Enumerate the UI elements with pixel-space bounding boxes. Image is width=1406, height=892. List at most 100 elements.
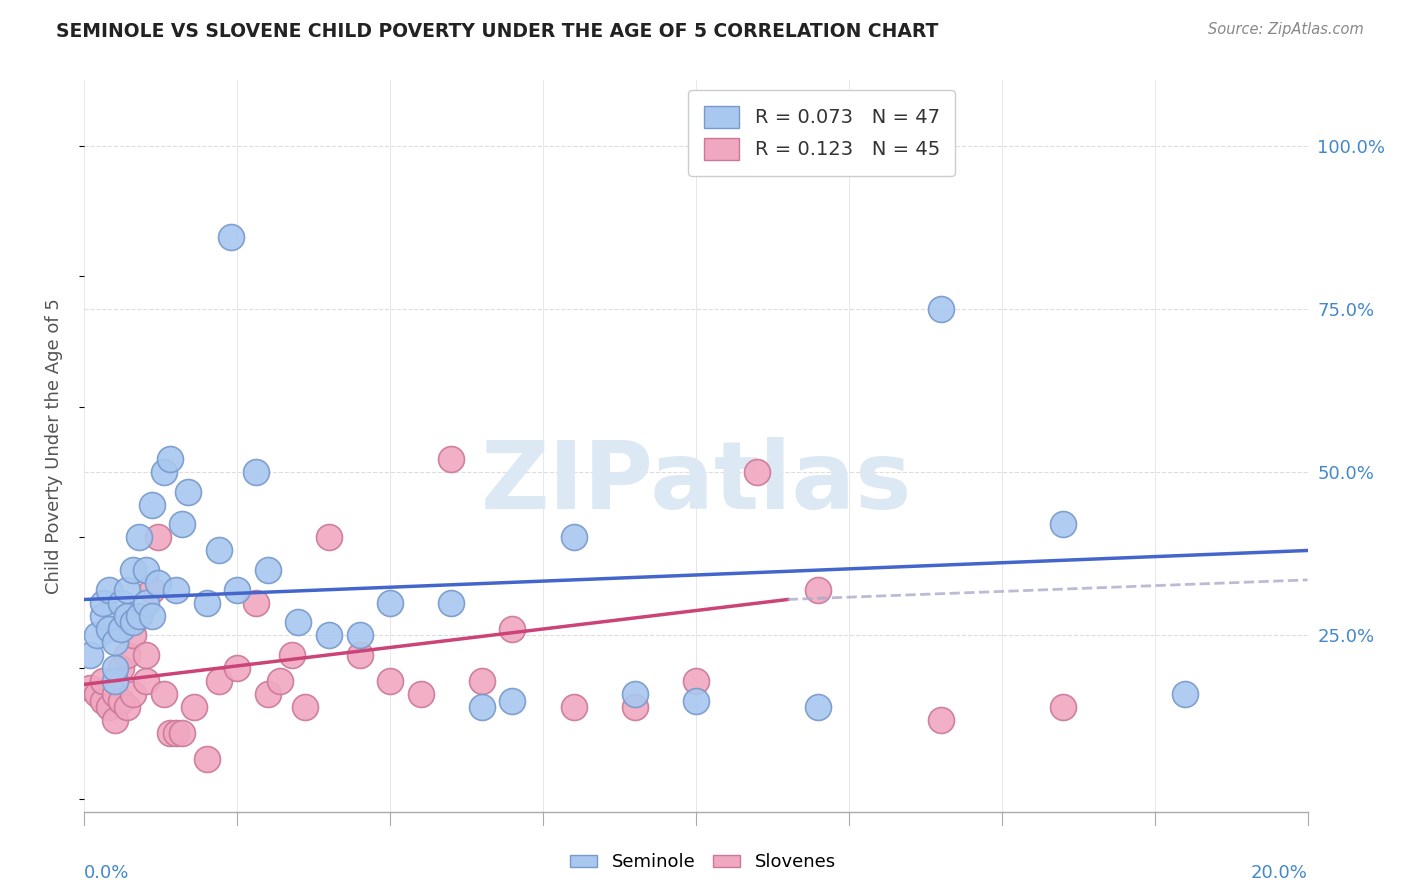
Point [172,517,194,532]
Point [122,628,145,642]
Text: ZIPatlas: ZIPatlas [481,436,911,529]
Point [79,681,101,695]
Point [257,687,280,701]
Point [104,635,127,649]
Point [349,628,371,642]
Point [562,530,585,544]
Point [318,530,340,544]
Point [104,714,127,728]
Point [122,563,145,577]
Point [287,615,309,630]
Point [141,582,163,597]
Point [97,622,120,636]
Point [104,661,127,675]
Point [115,648,138,662]
Point [97,582,120,597]
Point [1052,517,1074,532]
Point [128,608,150,623]
Point [146,576,169,591]
Text: 20.0%: 20.0% [1251,864,1308,882]
Point [159,452,181,467]
Point [110,661,132,675]
Point [104,674,127,689]
Point [177,484,200,499]
Point [929,301,952,316]
Point [91,674,114,689]
Point [195,752,218,766]
Point [141,608,163,623]
Point [135,648,157,662]
Point [141,498,163,512]
Point [135,596,157,610]
Point [208,674,231,689]
Point [624,687,647,701]
Point [440,596,463,610]
Point [128,530,150,544]
Point [172,726,194,740]
Point [380,674,402,689]
Point [122,687,145,701]
Point [195,596,218,610]
Point [128,608,150,623]
Point [219,230,242,244]
Point [110,694,132,708]
Point [135,674,157,689]
Point [807,582,830,597]
Point [86,687,108,701]
Point [153,465,176,479]
Point [165,582,187,597]
Text: Source: ZipAtlas.com: Source: ZipAtlas.com [1208,22,1364,37]
Point [91,596,114,610]
Point [269,674,291,689]
Point [165,726,187,740]
Point [226,661,249,675]
Point [159,726,181,740]
Point [1052,700,1074,714]
Point [257,563,280,577]
Legend: Seminole, Slovenes: Seminole, Slovenes [562,847,844,879]
Point [110,622,132,636]
Point [91,694,114,708]
Point [349,648,371,662]
Point [91,608,114,623]
Point [685,674,707,689]
Point [380,596,402,610]
Text: SEMINOLE VS SLOVENE CHILD POVERTY UNDER THE AGE OF 5 CORRELATION CHART: SEMINOLE VS SLOVENE CHILD POVERTY UNDER … [56,22,939,41]
Point [245,596,267,610]
Point [318,628,340,642]
Point [685,694,707,708]
Point [502,622,524,636]
Point [929,714,952,728]
Point [409,687,432,701]
Point [1174,687,1197,701]
Point [747,465,769,479]
Point [245,465,267,479]
Point [294,700,316,714]
Point [183,700,205,714]
Point [97,700,120,714]
Point [624,700,647,714]
Point [153,687,176,701]
Y-axis label: Child Poverty Under the Age of 5: Child Poverty Under the Age of 5 [45,298,63,594]
Point [146,530,169,544]
Point [122,615,145,630]
Point [807,700,830,714]
Point [115,608,138,623]
Point [281,648,304,662]
Point [502,694,524,708]
Point [135,563,157,577]
Point [104,687,127,701]
Point [115,700,138,714]
Text: 0.0%: 0.0% [84,864,129,882]
Point [208,543,231,558]
Point [440,452,463,467]
Point [115,582,138,597]
Point [110,596,132,610]
Point [562,700,585,714]
Point [86,628,108,642]
Point [471,700,494,714]
Legend: R = 0.073   N = 47, R = 0.123   N = 45: R = 0.073 N = 47, R = 0.123 N = 45 [689,90,955,176]
Point [471,674,494,689]
Point [226,582,249,597]
Point [79,648,101,662]
